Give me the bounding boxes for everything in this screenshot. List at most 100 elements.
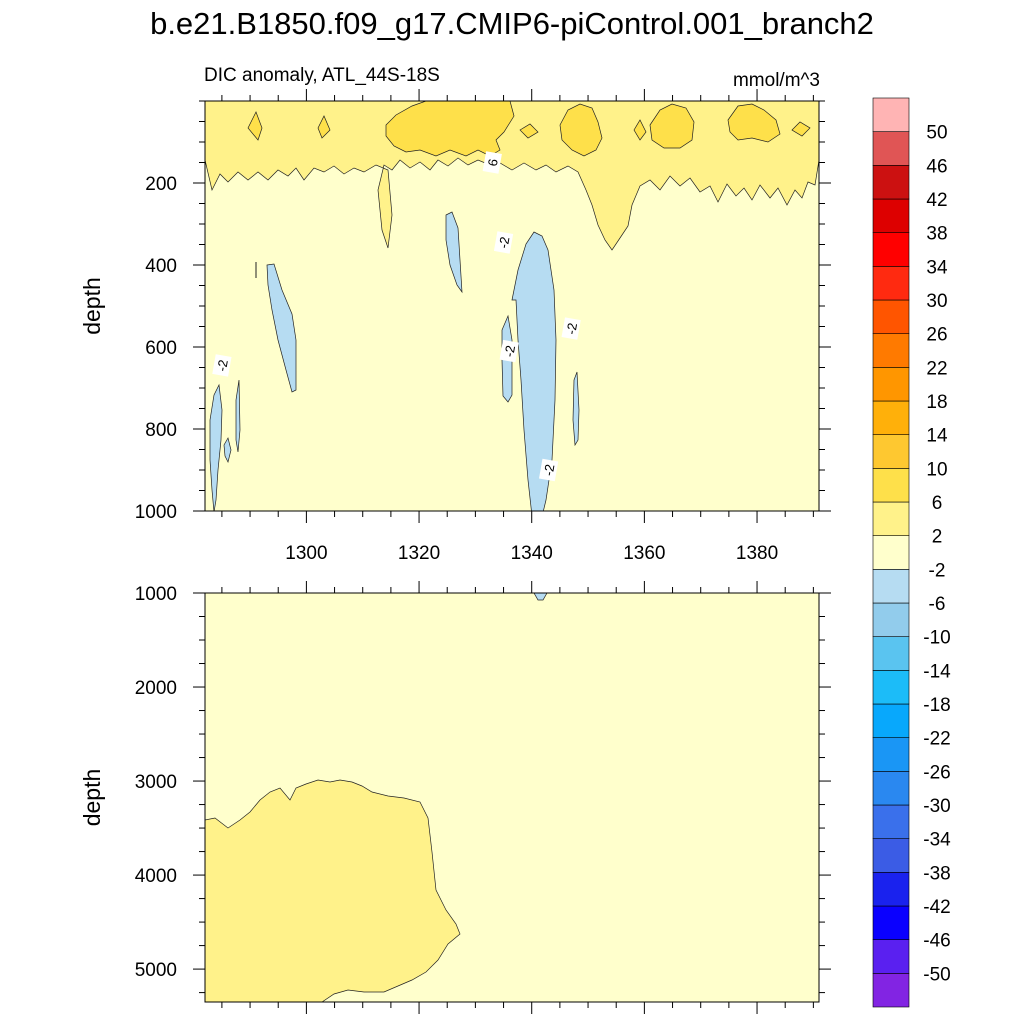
colorbar-box: [872, 299, 910, 334]
contour-region-6-10: [247, 111, 263, 141]
contour-label-bg: [482, 151, 502, 174]
y-tick-label: 1000: [135, 502, 177, 523]
contour-label-text: 6: [485, 158, 501, 168]
contour-label-bg: [561, 317, 581, 340]
x-tick-label: 1340: [511, 543, 553, 564]
y-tick-label: 3000: [135, 772, 177, 793]
colorbar-box: [872, 198, 910, 233]
contour-fills: [205, 101, 819, 511]
y-axis-label: depth: [79, 769, 105, 827]
contour-region-6-10: [791, 121, 811, 137]
colorbar-label: 38: [926, 224, 947, 245]
contour-label: -2: [493, 231, 514, 254]
colorbar-label: -22: [923, 729, 950, 750]
colorbar-box: [872, 804, 910, 839]
contour-label-bg: [499, 339, 519, 363]
contour-region-neg: [533, 593, 548, 601]
colorbar-label: -30: [923, 796, 950, 817]
colorbar-box: [872, 905, 910, 940]
contour-label-text: -2: [501, 344, 518, 358]
x-tick-label: 1380: [736, 543, 778, 564]
colorbar-box: [872, 602, 910, 637]
colorbar-box: [872, 501, 910, 536]
contour-label-text: -2: [496, 236, 513, 250]
plot-frame: [204, 592, 820, 1003]
colorbar-box: [872, 165, 910, 200]
y-tick-label: 400: [145, 256, 177, 277]
colorbar-label: 50: [926, 123, 947, 144]
contour-label: 6: [482, 151, 502, 174]
colorbar-box: [872, 973, 910, 1008]
contour-region-neg: [209, 383, 223, 511]
colorbar-label: 18: [926, 392, 947, 413]
contour-region-6-10: [727, 103, 781, 143]
colorbar-label: -6: [929, 594, 946, 615]
units-label: mmol/m^3: [733, 70, 820, 91]
colorbar-box: [872, 737, 910, 772]
colorbar-box: [872, 131, 910, 166]
contour-region-6-10: [559, 103, 603, 157]
contour-label-text: -2: [214, 359, 231, 373]
contour-label: -2: [499, 339, 519, 363]
colorbar-box: [872, 636, 910, 671]
colorbar-label: -2: [929, 560, 946, 581]
y-tick-label: 5000: [135, 960, 177, 981]
contour-region-neg: [235, 379, 241, 453]
contour-label: -2: [561, 317, 581, 340]
contour-label-bg: [493, 231, 514, 254]
colorbar-box: [872, 400, 910, 435]
contour-label: -2: [212, 354, 232, 377]
colorbar-box: [872, 97, 910, 132]
contour-region-2-6: [205, 779, 461, 1002]
contour-label-bg: [212, 354, 232, 377]
colorbar-label: -14: [923, 661, 951, 682]
colorbar-label: 6: [932, 493, 943, 514]
colorbar-box: [872, 703, 910, 738]
colorbar-label: -34: [923, 830, 951, 851]
contour-region-neg: [572, 371, 580, 447]
colorbar: -50-46-42-38-34-30-26-22-18-14-10-6-2261…: [872, 97, 951, 1008]
colorbar-label: 46: [926, 156, 947, 177]
colorbar-box: [872, 569, 910, 604]
y-axis-label: depth: [79, 277, 105, 335]
y-tick-label: 1000: [135, 584, 177, 605]
contour-fills: [205, 593, 548, 1002]
colorbar-label: 10: [926, 459, 947, 480]
y-tick-label: 4000: [135, 866, 177, 887]
lower-panel: 1000 2000 3000 4000 5000 depth: [79, 581, 831, 1014]
contour-region-6-10: [519, 123, 539, 139]
contour-region-neg: [223, 437, 232, 464]
y-tick-label: 800: [145, 420, 177, 441]
colorbar-label: 42: [926, 190, 947, 211]
contour-region-neg: [445, 211, 463, 294]
colorbar-label: 2: [932, 527, 943, 548]
colorbar-box: [872, 872, 910, 907]
colorbar-label: 22: [926, 358, 947, 379]
x-tick-label: 1360: [623, 543, 665, 564]
colorbar-box: [872, 838, 910, 873]
contour-label: -2: [538, 458, 559, 482]
colorbar-box: [872, 232, 910, 267]
contour-label-text: -2: [563, 322, 580, 336]
colorbar-label: -38: [923, 863, 950, 884]
colorbar-label: 30: [926, 291, 947, 312]
colorbar-label: -10: [923, 628, 950, 649]
colorbar-box: [872, 535, 910, 570]
contour-label-bg: [538, 458, 559, 482]
contour-region-neg: [266, 263, 297, 393]
y-tick-label: 200: [145, 174, 177, 195]
colorbar-label: 14: [926, 426, 948, 447]
contour-region-6-10: [633, 119, 647, 141]
contour-region-neg: [511, 231, 557, 511]
y-tick-label: 600: [145, 338, 177, 359]
colorbar-box: [872, 468, 910, 503]
x-tick-label: 1300: [285, 543, 327, 564]
y-tick-label: 2000: [135, 678, 177, 699]
colorbar-box: [872, 367, 910, 402]
colorbar-box: [872, 771, 910, 806]
contour-region-6-10: [649, 103, 695, 149]
colorbar-box: [872, 266, 910, 301]
contour-label-text: -2: [541, 463, 558, 477]
chart-subtitle: DIC anomaly, ATL_44S-18S: [204, 65, 440, 86]
colorbar-box: [872, 670, 910, 705]
